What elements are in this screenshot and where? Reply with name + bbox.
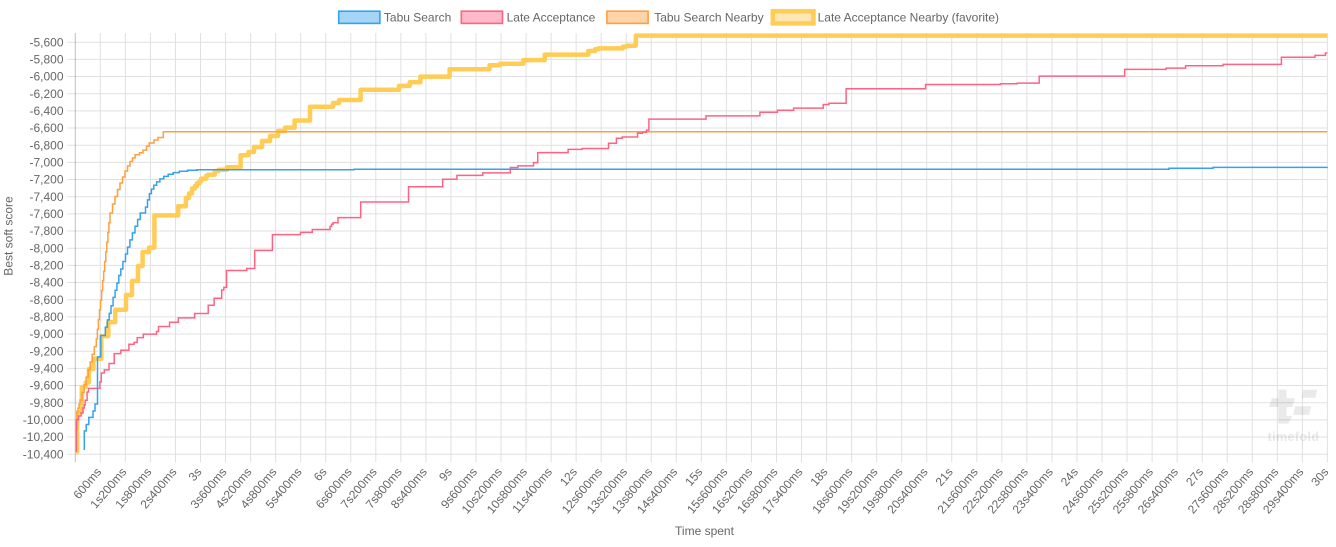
- svg-text:-8,200: -8,200: [29, 259, 63, 273]
- svg-text:-9,200: -9,200: [29, 344, 63, 358]
- svg-text:timefold: timefold: [1268, 430, 1320, 444]
- svg-text:-10,200: -10,200: [23, 430, 64, 444]
- svg-text:-5,600: -5,600: [29, 35, 63, 49]
- svg-text:Best soft score: Best soft score: [2, 196, 16, 276]
- svg-text:-6,400: -6,400: [29, 104, 63, 118]
- svg-text:-7,800: -7,800: [29, 224, 63, 238]
- svg-text:-9,000: -9,000: [29, 327, 63, 341]
- svg-text:Tabu Search: Tabu Search: [384, 11, 451, 25]
- svg-text:-8,600: -8,600: [29, 293, 63, 307]
- svg-text:-6,000: -6,000: [29, 70, 63, 84]
- svg-text:-7,200: -7,200: [29, 173, 63, 187]
- svg-text:-10,000: -10,000: [23, 413, 64, 427]
- svg-text:-6,200: -6,200: [29, 87, 63, 101]
- svg-text:-8,800: -8,800: [29, 310, 63, 324]
- svg-text:Tabu Search Nearby: Tabu Search Nearby: [654, 11, 763, 25]
- svg-text:-9,400: -9,400: [29, 362, 63, 376]
- svg-text:-8,000: -8,000: [29, 241, 63, 255]
- svg-text:-9,800: -9,800: [29, 396, 63, 410]
- svg-text:-7,600: -7,600: [29, 207, 63, 221]
- svg-text:Time spent: Time spent: [675, 524, 735, 538]
- svg-text:Late Acceptance: Late Acceptance: [507, 11, 596, 25]
- svg-text:Late Acceptance Nearby (favori: Late Acceptance Nearby (favorite): [818, 11, 999, 25]
- svg-text:-9,600: -9,600: [29, 379, 63, 393]
- svg-text:-6,600: -6,600: [29, 121, 63, 135]
- svg-text:-5,800: -5,800: [29, 53, 63, 67]
- svg-text:-8,400: -8,400: [29, 276, 63, 290]
- svg-text:-7,000: -7,000: [29, 156, 63, 170]
- svg-text:-7,400: -7,400: [29, 190, 63, 204]
- svg-text:-10,400: -10,400: [23, 447, 64, 461]
- svg-text:-6,800: -6,800: [29, 138, 63, 152]
